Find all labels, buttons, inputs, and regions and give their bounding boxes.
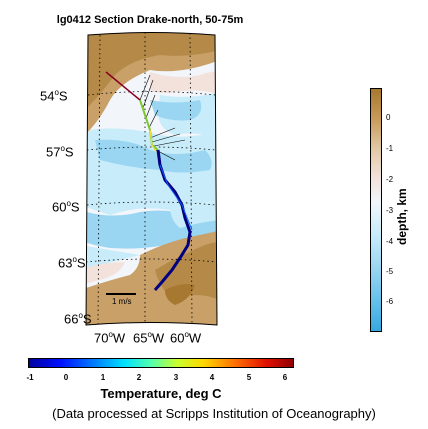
lat-label-66: 66oS bbox=[64, 311, 92, 327]
temperature-colorbar-label: Temperature, deg C bbox=[100, 386, 222, 401]
lat-label-54: 54oS bbox=[40, 88, 68, 104]
temp-tick: 2 bbox=[136, 373, 142, 382]
temp-tick: 4 bbox=[209, 373, 215, 382]
graticule bbox=[85, 32, 218, 326]
track-segment-warm bbox=[105, 71, 141, 101]
depth-tick: 0 bbox=[386, 113, 391, 122]
depth-tick: -4 bbox=[386, 237, 394, 246]
lat-label-57: 57oS bbox=[46, 144, 74, 160]
lat-label-60: 60oS bbox=[52, 199, 80, 215]
temp-tick: 3 bbox=[173, 373, 179, 382]
track-segment-cold bbox=[153, 149, 192, 291]
lon-label-70: 70oW bbox=[94, 330, 126, 346]
depth-tick: -1 bbox=[386, 144, 394, 153]
map-frame bbox=[85, 32, 218, 326]
depth-tick: -3 bbox=[386, 206, 394, 215]
temp-tick: 1 bbox=[100, 373, 106, 382]
velocity-vectors bbox=[139, 74, 186, 161]
depth-tick: -2 bbox=[386, 175, 394, 184]
lon-label-65: 65oW bbox=[133, 330, 165, 346]
temp-tick: 0 bbox=[63, 373, 69, 382]
lon-label-60: 60oW bbox=[170, 330, 202, 346]
depth-colorbar bbox=[370, 88, 382, 332]
lat-label-63: 63oS bbox=[58, 255, 86, 271]
temperature-colorbar bbox=[28, 358, 294, 368]
map-title: lg0412 Section Drake-north, 50-75m bbox=[56, 14, 244, 26]
credit-line: (Data processed at Scripps Institution o… bbox=[52, 406, 376, 421]
depth-tick: -5 bbox=[386, 267, 394, 276]
temp-tick: 5 bbox=[246, 373, 252, 382]
velocity-scale-label: 1 m/s bbox=[112, 297, 132, 306]
depth-tick: -6 bbox=[386, 297, 394, 306]
temp-tick: 6 bbox=[282, 373, 288, 382]
section-map bbox=[85, 32, 218, 326]
temp-tick: -1 bbox=[26, 373, 34, 382]
depth-colorbar-label: depth, km bbox=[395, 188, 409, 245]
